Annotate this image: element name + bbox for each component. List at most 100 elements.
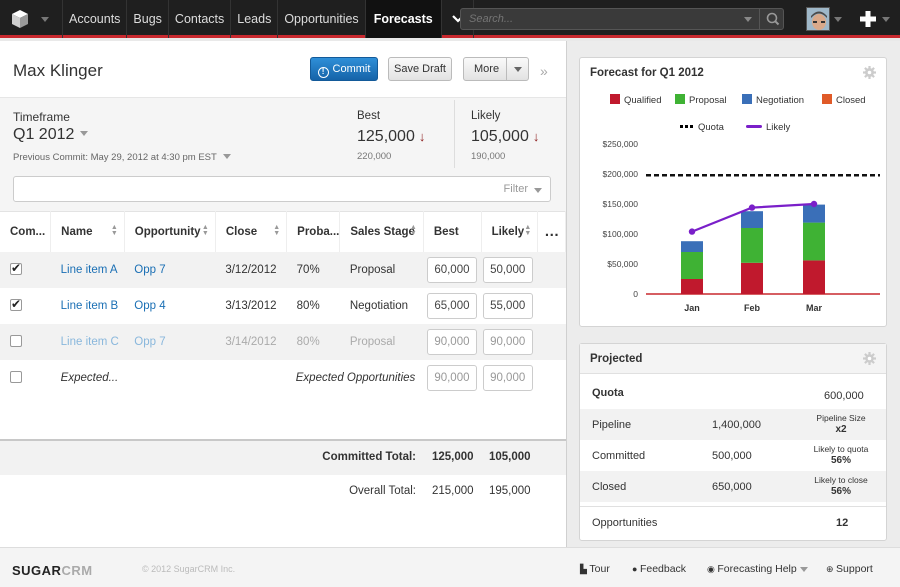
commit-checkbox[interactable] — [10, 261, 22, 276]
legend-swatch — [610, 94, 620, 104]
line-item-link[interactable]: Line item B — [60, 299, 119, 312]
save-draft-button[interactable]: Save Draft — [388, 57, 452, 81]
sort-icon: ▲ ▼ — [409, 224, 417, 237]
expected-likely-input[interactable]: 90,000 — [483, 364, 534, 391]
sort-icon: ▲ ▼ — [201, 224, 209, 237]
nav-opportunities[interactable]: Opportunities — [278, 0, 366, 38]
nav-forecasts[interactable]: Forecasts — [365, 0, 442, 38]
column-options-button[interactable]: … — [537, 211, 566, 252]
collapse-sidebar-icon[interactable]: » — [540, 63, 548, 79]
x-tick-label: Jan — [684, 303, 700, 313]
legend-item[interactable]: Qualified — [610, 94, 662, 106]
chevron-down-icon — [799, 567, 808, 572]
create-plus-icon[interactable] — [858, 8, 878, 30]
close-date: 3/13/2012 — [225, 299, 277, 312]
column-header-close[interactable]: Close ▲ ▼ — [215, 211, 288, 252]
closed-label: Closed — [592, 481, 627, 493]
opportunities-value: 12 — [836, 517, 849, 529]
likely-input[interactable]: 55,000 — [483, 292, 534, 319]
column-label: Likely — [491, 225, 525, 238]
column-header-sales-stage[interactable]: Sales Stage ▲ ▼ — [339, 211, 424, 252]
commit-label: Commit — [332, 63, 371, 75]
nav-leads[interactable]: Leads — [231, 0, 279, 38]
column-header-best[interactable]: Best — [423, 211, 482, 252]
legend-swatch — [675, 94, 685, 104]
likely-input[interactable]: 50,000 — [483, 256, 534, 283]
legend-dot-line — [746, 125, 762, 128]
probability: 80% — [286, 323, 340, 360]
legend-item[interactable]: Negotiation — [742, 94, 804, 106]
best-input[interactable]: 65,000 — [427, 292, 478, 319]
x-tick-label: Mar — [806, 303, 823, 313]
nav-contacts[interactable]: Contacts — [169, 0, 232, 38]
column-header-opportunity[interactable]: Opportunity ▲ ▼ — [124, 211, 216, 252]
legend-item[interactable]: Proposal — [675, 94, 727, 106]
more-dropdown-toggle[interactable] — [506, 58, 528, 80]
chart-panel-title: Forecast for Q1 2012 — [590, 67, 704, 79]
committed-label: Committed — [592, 450, 646, 462]
user-menu-chevron-icon[interactable] — [834, 17, 842, 22]
avatar[interactable] — [806, 7, 830, 31]
legend-item[interactable]: Likely — [746, 122, 790, 133]
table-row: Line item B Opp 4 3/13/2012 80% Negotiat… — [0, 288, 566, 324]
nav-bugs[interactable]: Bugs — [127, 0, 169, 38]
commit-checkbox[interactable] — [10, 335, 22, 348]
create-menu-chevron-icon[interactable] — [882, 17, 890, 22]
sidebar: Forecast for Q1 2012 Qualified Proposal … — [566, 41, 900, 547]
likely-previous: 190,000 — [471, 151, 506, 162]
column-header-probability[interactable]: Proba... — [286, 211, 341, 252]
global-search — [460, 8, 784, 30]
filter-input[interactable]: Filter — [13, 176, 551, 202]
search-module-dropdown-icon[interactable] — [744, 17, 752, 22]
previous-commit-select[interactable]: Previous Commit: May 29, 2012 at 4:30 pm… — [13, 152, 231, 163]
line-item-link[interactable]: Line item A — [60, 263, 118, 276]
projected-title: Projected — [580, 344, 886, 374]
home-menu-button[interactable] — [8, 7, 60, 31]
opportunity-link[interactable]: Opp 7 — [134, 335, 166, 348]
totals-section: Committed Total: 125,000 105,000 Overall… — [0, 439, 566, 507]
opportunity-link[interactable]: Opp 7 — [134, 263, 166, 276]
line-item-link[interactable]: Line item C — [60, 335, 119, 348]
support-icon: ⊕ — [826, 564, 837, 574]
committed-note-value: 56% — [830, 455, 851, 466]
arrow-down-icon: ↓ — [418, 129, 426, 144]
tour-link[interactable]: ▙ Tour — [580, 563, 610, 575]
best-input[interactable]: 60,000 — [427, 256, 478, 283]
committed-note: Likely to quota — [813, 444, 869, 454]
commit-checkbox[interactable] — [10, 297, 22, 312]
search-button[interactable] — [759, 9, 785, 29]
legend-item[interactable]: Quota — [680, 122, 724, 133]
column-header-name[interactable]: Name ▲ ▼ — [50, 211, 125, 252]
support-link[interactable]: ⊕ Support — [826, 563, 873, 575]
feedback-link[interactable]: ● Feedback — [632, 563, 686, 575]
feedback-label: Feedback — [639, 563, 687, 575]
timeframe-select[interactable]: Q1 2012 — [13, 126, 89, 144]
opportunities-row: Opportunities 12 — [580, 506, 886, 537]
commit-button[interactable]: ! Commit — [310, 57, 378, 81]
nav-accounts[interactable]: Accounts — [63, 0, 128, 38]
column-header-likely[interactable]: Likely ▲ ▼ — [481, 211, 539, 252]
best-input[interactable]: 90,000 — [427, 328, 478, 355]
expected-best-input[interactable]: 90,000 — [427, 364, 478, 391]
legend-label: Qualified — [624, 95, 662, 106]
expected-checkbox[interactable] — [10, 371, 22, 384]
more-button[interactable]: More — [463, 57, 529, 81]
gear-icon[interactable] — [863, 352, 876, 365]
opportunity-link[interactable]: Opp 4 — [134, 299, 166, 312]
likely-metric: Likely 105,000 ↓ 190,000 — [471, 110, 539, 162]
best-label: Best — [357, 110, 381, 122]
sales-stage: Proposal — [339, 251, 424, 288]
gear-icon[interactable] — [863, 66, 876, 79]
column-label: Com... — [10, 225, 46, 238]
overall-total-best: 215,000 — [432, 485, 474, 497]
column-header-commit[interactable]: Com... — [0, 211, 52, 252]
search-icon — [766, 12, 780, 26]
search-input[interactable] — [461, 9, 741, 29]
filter-label: Filter — [503, 183, 528, 195]
likely-input[interactable]: 90,000 — [483, 328, 534, 355]
brand-logo: SUGARCRM — [12, 563, 93, 578]
bar-segment — [681, 252, 703, 279]
pipeline-row: Pipeline 1,400,000 Pipeline Size x2 — [580, 409, 886, 440]
forecasting-help-link[interactable]: ◉ Forecasting Help — [707, 563, 808, 575]
legend-item[interactable]: Closed — [822, 94, 866, 106]
